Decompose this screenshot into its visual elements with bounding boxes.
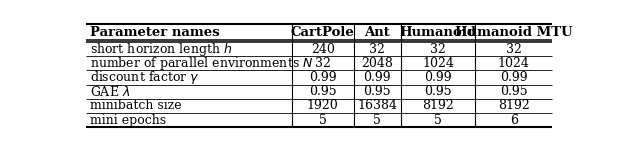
Text: CartPole: CartPole xyxy=(291,26,355,39)
Text: 32: 32 xyxy=(315,57,331,70)
Text: Humanoid MTU: Humanoid MTU xyxy=(455,26,573,39)
Text: 5: 5 xyxy=(373,114,381,127)
Text: 2048: 2048 xyxy=(362,57,394,70)
Text: 8192: 8192 xyxy=(498,99,530,112)
Text: 0.95: 0.95 xyxy=(424,85,452,98)
Text: 32: 32 xyxy=(506,43,522,56)
Text: 1024: 1024 xyxy=(498,57,530,70)
Text: discount factor $\gamma$: discount factor $\gamma$ xyxy=(90,69,200,86)
Text: 0.99: 0.99 xyxy=(364,71,391,84)
Text: 240: 240 xyxy=(311,43,335,56)
Text: minibatch size: minibatch size xyxy=(90,99,182,112)
Text: Humanoid: Humanoid xyxy=(399,26,477,39)
Text: 0.99: 0.99 xyxy=(309,71,337,84)
Text: 5: 5 xyxy=(434,114,442,127)
Text: 16384: 16384 xyxy=(357,99,397,112)
Text: 5: 5 xyxy=(319,114,327,127)
Text: Parameter names: Parameter names xyxy=(90,26,220,39)
Text: 0.99: 0.99 xyxy=(500,71,527,84)
Text: mini epochs: mini epochs xyxy=(90,114,166,127)
Text: 32: 32 xyxy=(369,43,385,56)
Text: 32: 32 xyxy=(430,43,446,56)
Text: 6: 6 xyxy=(509,114,518,127)
Text: 1024: 1024 xyxy=(422,57,454,70)
Text: 0.95: 0.95 xyxy=(500,85,527,98)
Text: 8192: 8192 xyxy=(422,99,454,112)
Text: 0.95: 0.95 xyxy=(364,85,391,98)
Text: GAE $\lambda$: GAE $\lambda$ xyxy=(90,85,130,99)
Text: 0.95: 0.95 xyxy=(309,85,337,98)
Text: Ant: Ant xyxy=(364,26,390,39)
Text: 1920: 1920 xyxy=(307,99,339,112)
Text: number of parallel environments $N$: number of parallel environments $N$ xyxy=(90,55,314,72)
Text: 0.99: 0.99 xyxy=(424,71,452,84)
Text: short horizon length $h$: short horizon length $h$ xyxy=(90,41,232,58)
